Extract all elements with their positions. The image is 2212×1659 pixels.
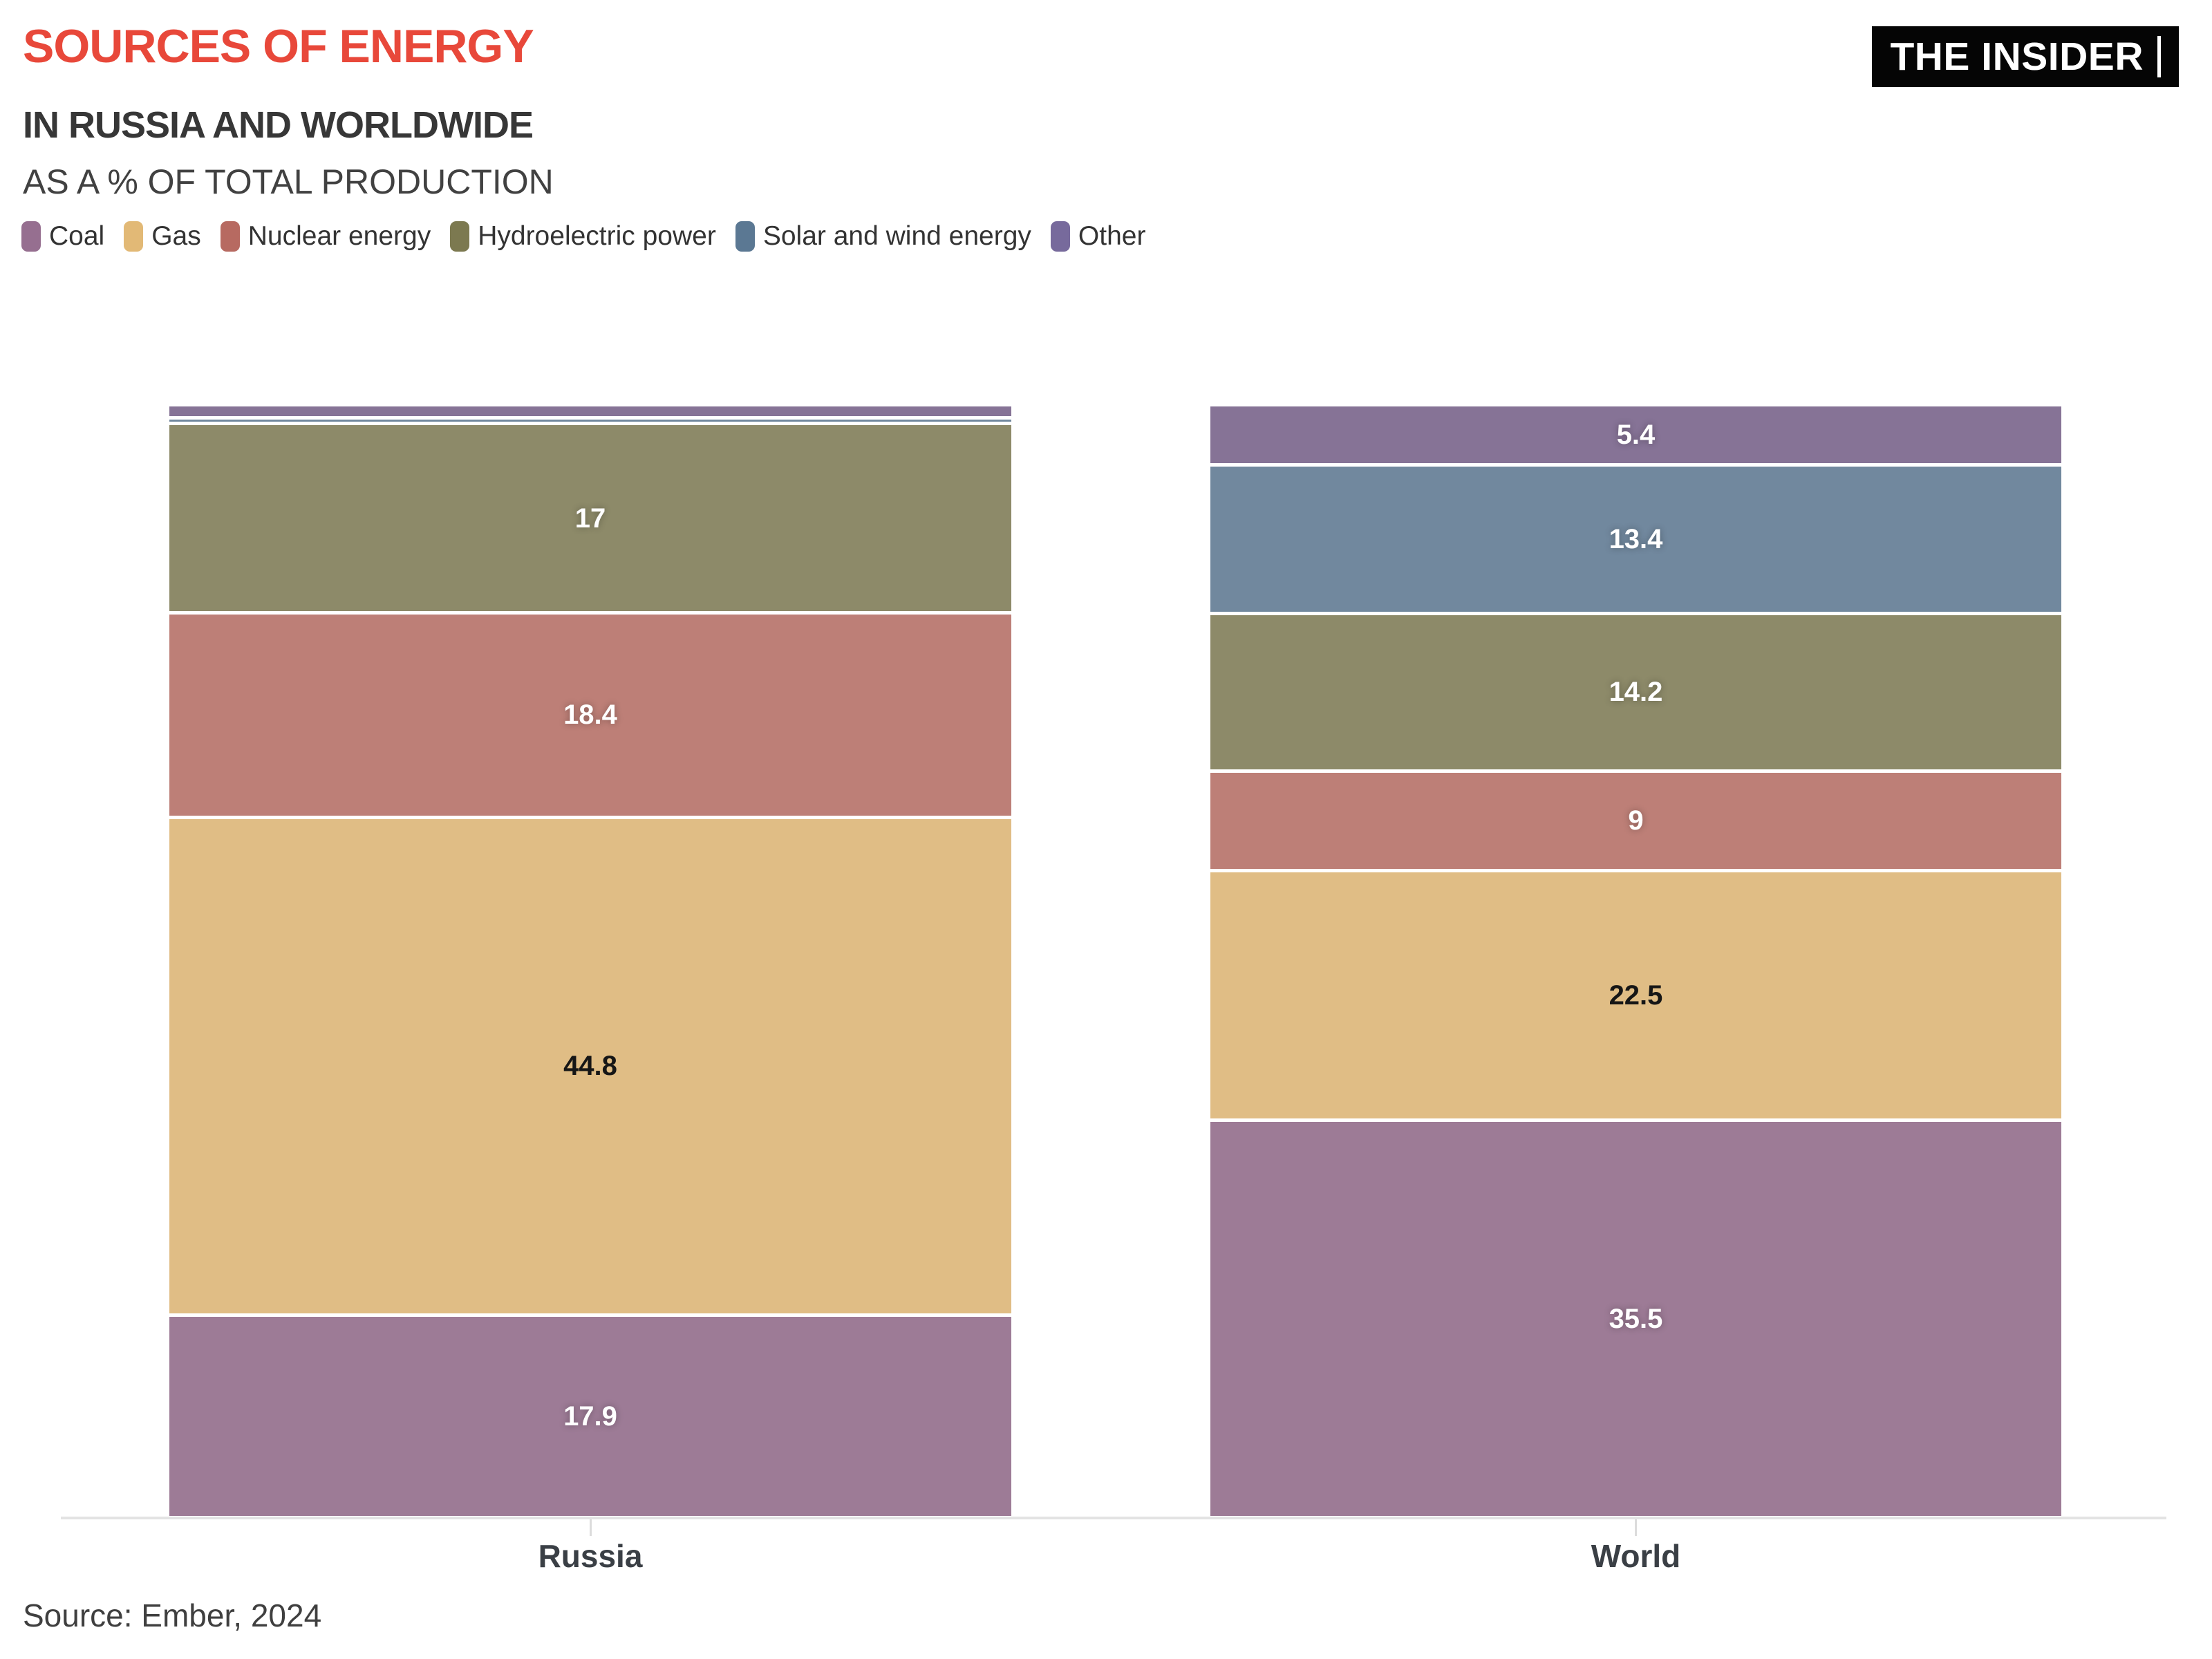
x-axis-line [61, 1517, 2166, 1519]
segment-value-label: 18.4 [563, 700, 617, 731]
legend-item-gas: Gas [124, 221, 201, 252]
segment-value-label: 5.4 [1616, 419, 1656, 450]
legend-item-solar-and-wind-energy: Solar and wind energy [735, 221, 1031, 252]
segment-other: 5.4 [1210, 406, 2061, 467]
logo-text: THE INSIDER [1890, 35, 2144, 79]
legend-item-coal: Coal [21, 221, 104, 252]
legend-swatch [450, 221, 470, 252]
legend-item-hydroelectric-power: Hydroelectric power [450, 221, 716, 252]
legend: Coal Gas Nuclear energy Hydroelectric power… [21, 221, 1145, 252]
segment-value-label: 17 [574, 503, 606, 534]
legend-item-nuclear-energy: Nuclear energy [220, 221, 431, 252]
axis-tick-russia [589, 1519, 592, 1536]
bar-russia: 17 18.4 44.8 17.9 [169, 406, 1011, 1516]
category-label-russia: Russia [538, 1538, 643, 1574]
segment-value-label: 22.5 [1609, 980, 1663, 1011]
segment-other [169, 406, 1011, 420]
segment-nuclear-energy: 18.4 [169, 614, 1011, 819]
legend-label: Hydroelectric power [478, 221, 716, 251]
segment-value-label: 13.4 [1609, 523, 1663, 554]
legend-swatch [220, 221, 240, 252]
segment-value-label: 17.9 [563, 1401, 617, 1432]
segment-solar-and-wind-energy: 13.4 [1210, 466, 2061, 615]
legend-label: Gas [151, 221, 201, 251]
legend-label: Nuclear energy [247, 221, 431, 251]
legend-label: Coal [49, 221, 105, 251]
the-insider-logo: THE INSIDER [1872, 26, 2179, 87]
segment-value-label: 9 [1628, 805, 1644, 836]
legend-label: Other [1078, 221, 1146, 251]
page-subtitle: IN RUSSIA AND WORLDWIDE [23, 104, 534, 146]
segment-coal: 35.5 [1210, 1122, 2061, 1516]
legend-swatch [735, 221, 755, 252]
bar-world: 5.4 13.4 14.2 9 22.5 35.5 [1210, 406, 2061, 1516]
segment-coal: 17.9 [169, 1317, 1011, 1516]
legend-label: Solar and wind energy [762, 221, 1031, 251]
segment-value-label: 44.8 [563, 1051, 617, 1082]
segment-hydroelectric-power: 14.2 [1210, 615, 2061, 773]
legend-swatch [1050, 221, 1070, 252]
legend-swatch [21, 221, 41, 252]
segment-hydroelectric-power: 17 [169, 425, 1011, 615]
segment-solar-and-wind-energy [169, 420, 1011, 426]
segment-gas: 44.8 [169, 818, 1011, 1318]
legend-swatch [124, 221, 144, 252]
segment-value-label: 35.5 [1609, 1304, 1663, 1335]
segment-gas: 22.5 [1210, 872, 2061, 1123]
category-label-world: World [1591, 1538, 1681, 1574]
segment-nuclear-energy: 9 [1210, 772, 2061, 873]
segment-value-label: 14.2 [1609, 677, 1663, 708]
page-title: SOURCES OF ENERGY [23, 20, 534, 73]
source-note: Source: Ember, 2024 [23, 1597, 322, 1633]
page-caption: AS A % OF TOTAL PRODUCTION [23, 162, 554, 201]
legend-item-other: Other [1050, 221, 1146, 252]
axis-tick-world [1635, 1519, 1637, 1536]
logo-cursor-bar [2157, 36, 2161, 77]
